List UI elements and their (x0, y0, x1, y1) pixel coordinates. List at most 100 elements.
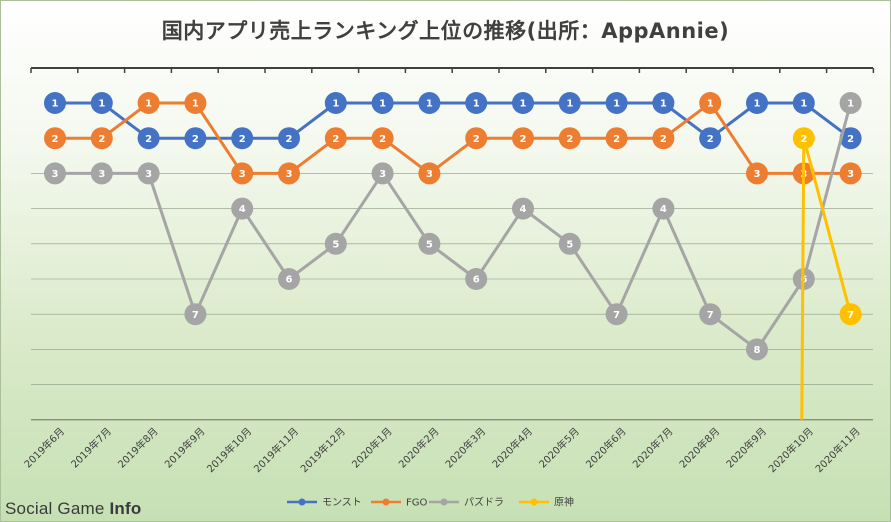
data-point (44, 92, 66, 114)
x-tick-label: 2020年8月 (676, 425, 722, 471)
data-point (137, 92, 160, 114)
data-label: 2 (286, 134, 293, 145)
legend-swatch-marker (298, 498, 306, 506)
data-label: 4 (660, 204, 667, 215)
data-point (278, 127, 300, 150)
data-label: 3 (286, 169, 293, 180)
legend-swatch-marker (440, 498, 448, 506)
x-tick-label: 2020年2月 (396, 425, 442, 471)
data-point (371, 92, 394, 114)
data-point (90, 162, 113, 185)
x-tick-label: 2019年10月 (204, 425, 254, 475)
x-tick-label: 2020年9月 (723, 425, 769, 471)
data-label: 2 (707, 134, 714, 145)
data-point (418, 232, 441, 255)
x-tick-label: 2020年5月 (536, 425, 582, 471)
data-label: 1 (192, 99, 199, 110)
data-point (558, 232, 581, 255)
data-point (184, 92, 207, 114)
data-point (231, 127, 254, 150)
legend-swatch-marker (382, 498, 390, 506)
data-label: 5 (566, 239, 573, 250)
data-label: 1 (145, 99, 152, 110)
legend-label: 原神 (554, 496, 574, 509)
data-label: 6 (286, 275, 293, 286)
data-label: 1 (800, 99, 807, 110)
data-label: 2 (239, 134, 246, 145)
data-point (324, 127, 347, 150)
data-point (324, 232, 347, 255)
data-label: 2 (332, 134, 339, 145)
data-point (512, 92, 534, 114)
data-label: 1 (566, 99, 573, 110)
data-point (324, 92, 347, 114)
data-label: 2 (660, 134, 667, 145)
data-point (278, 268, 300, 290)
data-label: 6 (473, 275, 480, 286)
data-point (699, 92, 722, 114)
series-3: 27 (792, 127, 862, 420)
data-label: 2 (192, 134, 199, 145)
data-label: 7 (613, 310, 620, 321)
data-point (746, 92, 768, 114)
data-label: 3 (52, 169, 59, 180)
data-point (605, 92, 628, 114)
data-label: 2 (145, 134, 152, 145)
x-tick-label: 2019年8月 (115, 425, 161, 471)
data-label: 1 (473, 99, 480, 110)
data-label: 2 (98, 134, 105, 145)
data-point (184, 127, 207, 150)
data-label: 2 (520, 134, 527, 145)
data-label: 1 (332, 99, 339, 110)
data-point (231, 197, 254, 220)
data-point (90, 92, 113, 114)
data-point (184, 303, 207, 326)
data-label: 1 (847, 99, 854, 110)
data-point (418, 162, 441, 185)
data-label: 4 (520, 204, 527, 215)
data-point (278, 162, 300, 185)
data-point (792, 127, 815, 150)
data-label: 3 (754, 169, 761, 180)
data-point (605, 127, 628, 150)
legend-label: モンスト (322, 498, 362, 509)
data-point (465, 92, 488, 114)
data-point (652, 197, 675, 220)
data-point (44, 127, 66, 150)
x-tick-label: 2019年6月 (21, 425, 67, 471)
data-point (371, 162, 394, 185)
data-point (605, 303, 628, 326)
series-line (55, 102, 853, 351)
data-point (792, 92, 815, 114)
data-label: 7 (847, 310, 854, 321)
x-tick-label: 2019年11月 (251, 425, 301, 475)
legend-swatch-marker (530, 498, 538, 506)
data-point (839, 127, 862, 150)
data-label: 2 (613, 134, 620, 145)
x-tick-label: 2020年11月 (812, 425, 862, 475)
data-label: 3 (98, 169, 105, 180)
series-layer: 1 1 2 2 2 2 1 1 1 1 1 1 1 1 2 1 1 2 2 2 1 1 3 3 2 2 3 2 2 2 2 2 1 3 3 3 3 3 3 7… (44, 92, 862, 420)
x-tick-label: 2020年1月 (349, 425, 395, 471)
data-label: 5 (426, 239, 433, 250)
data-point (699, 303, 722, 326)
data-label: 2 (52, 134, 59, 145)
chart-title: 国内アプリ売上ランキング上位の推移(出所：AppAnnie) (161, 19, 730, 43)
data-label: 1 (613, 99, 620, 110)
data-label: 4 (239, 204, 246, 215)
data-point (137, 162, 160, 185)
data-point (418, 92, 441, 114)
data-label: 2 (847, 134, 854, 145)
data-label: 5 (332, 239, 339, 250)
series-0: 1 1 2 2 2 2 1 1 1 1 1 1 1 1 2 1 1 2 (44, 92, 862, 150)
series-1: 2 2 1 1 3 3 2 2 3 2 2 2 2 2 1 3 3 3 (44, 92, 862, 185)
x-tick-label: 2020年3月 (442, 425, 488, 471)
x-tick-label: 2020年6月 (583, 425, 629, 471)
data-point (558, 92, 581, 114)
data-label: 1 (520, 99, 527, 110)
x-tick-label: 2019年7月 (68, 425, 114, 471)
data-label: 8 (754, 345, 761, 356)
data-point (839, 303, 862, 326)
watermark-prefix: Social Game (5, 499, 110, 518)
